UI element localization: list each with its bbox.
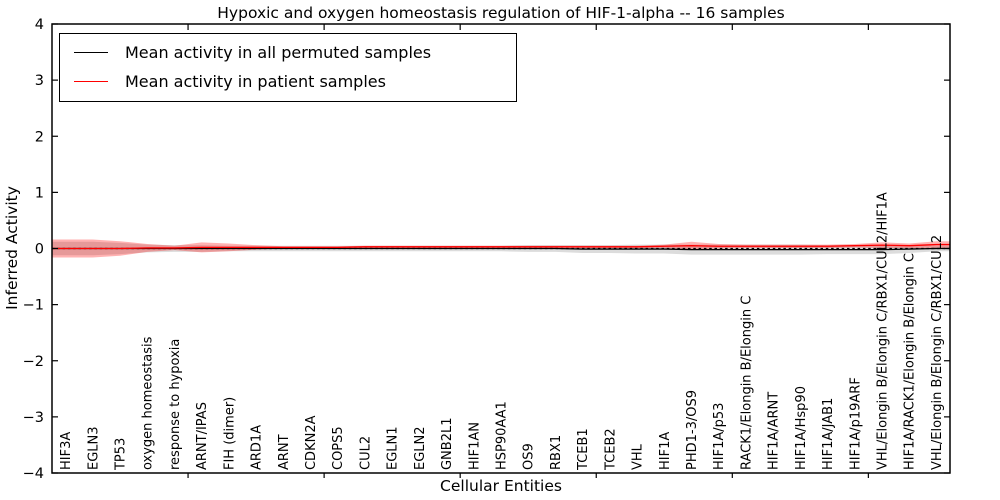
- x-category-label: RBX1: [549, 435, 564, 470]
- x-category-label: TCEB2: [603, 428, 618, 471]
- x-category-label: ARD1A: [250, 425, 265, 470]
- y-tick-label: −1: [23, 298, 44, 314]
- legend-line-sample-black: [74, 52, 108, 54]
- legend-item-permuted: Mean activity in all permuted samples: [74, 43, 516, 62]
- chart-title: Hypoxic and oxygen homeostasis regulatio…: [217, 4, 785, 22]
- x-category-label: VHL/Elongin B/Elongin C/RBX1/CUL2/HIF1A: [875, 192, 890, 470]
- x-category-label: VHL: [631, 443, 646, 470]
- x-category-label: HIF1A/Hsp90: [794, 386, 809, 470]
- mean-line-patient: [52, 243, 950, 250]
- y-axis-label: Inferred Activity: [3, 186, 21, 310]
- x-category-label: EGLN3: [86, 426, 101, 470]
- x-category-label: HIF1AN: [467, 422, 482, 470]
- x-category-label: CUL2: [358, 436, 373, 470]
- x-category-label: VHL/Elongin B/Elongin C/RBX1/CUL2: [930, 235, 945, 470]
- legend-line-sample-red: [74, 81, 108, 83]
- x-category-label: GNB2L1: [440, 417, 455, 470]
- y-tick-label: −4: [23, 466, 44, 482]
- y-tick-label: −3: [23, 410, 44, 426]
- legend-item-patient: Mean activity in patient samples: [74, 72, 516, 91]
- legend-label-permuted: Mean activity in all permuted samples: [125, 43, 432, 62]
- x-category-label: OS9: [522, 443, 537, 470]
- x-category-label: HIF1A/RACK1/Elongin B/Elongin C: [903, 253, 918, 470]
- x-category-label: HIF1A: [658, 432, 673, 470]
- x-category-label: TP53: [114, 438, 129, 471]
- y-tick-label: 0: [35, 242, 44, 258]
- x-category-label: PHD1-3/OS9: [685, 390, 700, 470]
- y-tick-label: 1: [35, 185, 44, 201]
- x-category-label: HIF3A: [59, 432, 74, 470]
- x-category-label: FIH (dimer): [222, 397, 237, 470]
- y-tick-label: 4: [35, 17, 44, 33]
- x-category-label: HIF1A/p19ARF: [848, 377, 863, 470]
- x-category-label: EGLN1: [386, 426, 401, 470]
- x-category-label: HIF1A/p53: [712, 403, 727, 470]
- y-tick-label: 2: [35, 129, 44, 145]
- x-category-label: HIF1A/JAB1: [821, 398, 836, 470]
- x-category-label: ARNT/IPAS: [195, 402, 210, 470]
- y-tick-label: 3: [35, 73, 44, 89]
- x-category-label: RACK1/Elongin B/Elongin C: [739, 296, 754, 470]
- x-category-label: EGLN2: [413, 426, 428, 470]
- x-category-label: TCEB1: [576, 428, 591, 471]
- y-tick-label: −2: [23, 354, 44, 370]
- x-category-label: response to hypoxia: [168, 339, 183, 470]
- mean-line-permuted: [52, 247, 950, 251]
- x-axis-label: Cellular Entities: [440, 477, 562, 495]
- x-category-label: ARNT: [277, 434, 292, 470]
- x-category-label: HIF1A/ARNT: [767, 392, 782, 470]
- legend-label-patient: Mean activity in patient samples: [125, 72, 386, 92]
- x-category-label: oxygen homeostasis: [141, 336, 156, 470]
- x-category-label: CDKN2A: [304, 415, 319, 470]
- legend: Mean activity in all permuted samples Me…: [59, 33, 517, 103]
- x-category-label: COPS5: [331, 426, 346, 470]
- x-category-label: HSP90AA1: [495, 401, 510, 470]
